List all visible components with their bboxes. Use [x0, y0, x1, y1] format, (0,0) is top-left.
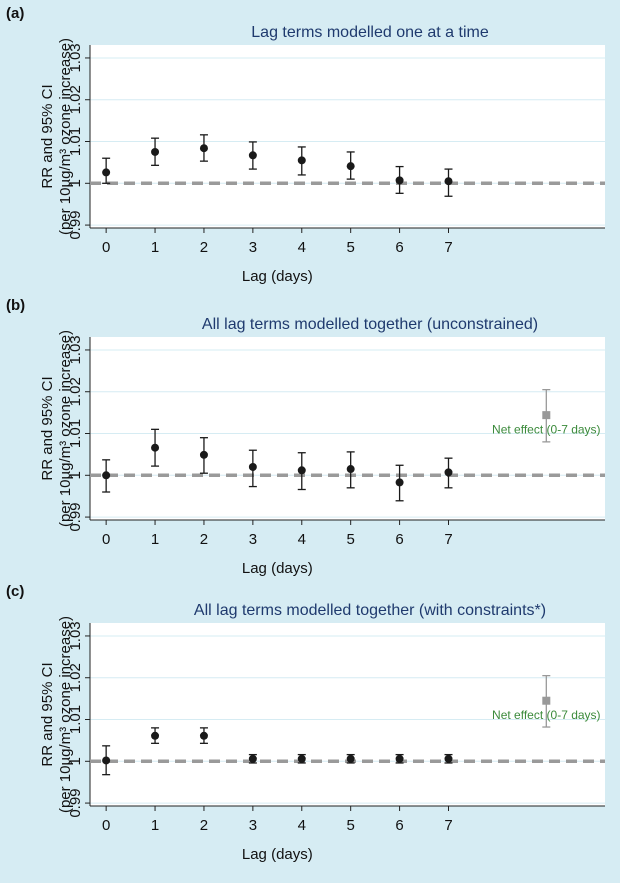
x-tick-label: 5: [347, 239, 355, 256]
point: [346, 754, 355, 763]
point: [102, 756, 111, 765]
point: [395, 176, 404, 185]
net-effect-point: [542, 411, 551, 420]
x-tick-label: 4: [298, 817, 306, 834]
point: [248, 754, 257, 763]
x-tick-label: 6: [395, 531, 403, 548]
y-axis-title: (per 10µg/m³ ozone increase): [57, 330, 74, 527]
x-tick-label: 3: [249, 531, 257, 548]
point: [151, 731, 160, 740]
net-effect-point: [542, 696, 551, 705]
x-tick-label: 5: [347, 817, 355, 834]
point: [248, 462, 257, 471]
net-effect-label: Net effect (0-7 days): [492, 422, 601, 436]
x-axis-title: Lag (days): [242, 268, 313, 285]
y-axis-title: (per 10µg/m³ ozone increase): [57, 38, 74, 235]
chart-title: All lag terms modelled together (unconst…: [202, 316, 538, 333]
point: [151, 147, 160, 156]
y-axis-title: RR and 95% CI: [39, 376, 56, 480]
x-tick-label: 4: [298, 239, 306, 256]
y-tick-label: 0.99: [67, 210, 84, 239]
point: [297, 156, 306, 165]
x-tick-label: 2: [200, 817, 208, 834]
x-tick-label: 7: [444, 531, 452, 548]
x-tick-label: 2: [200, 239, 208, 256]
x-tick-label: 7: [444, 239, 452, 256]
y-axis-title: RR and 95% CI: [39, 84, 56, 188]
point: [199, 144, 208, 153]
y-tick-label: 1.03: [67, 621, 84, 650]
y-tick-label: 1.02: [67, 377, 84, 406]
point: [395, 478, 404, 487]
point: [444, 468, 453, 477]
x-tick-label: 7: [444, 817, 452, 834]
net-effect-label: Net effect (0-7 days): [492, 708, 601, 722]
point: [102, 168, 111, 177]
point: [199, 731, 208, 740]
point: [297, 754, 306, 763]
x-tick-label: 0: [102, 239, 110, 256]
y-tick-label: 1: [67, 471, 84, 479]
x-tick-label: 6: [395, 817, 403, 834]
y-tick-label: 1: [67, 179, 84, 187]
panel-label: (b): [6, 297, 25, 314]
point: [444, 177, 453, 186]
panel-label: (a): [6, 5, 24, 22]
y-tick-label: 1.01: [67, 127, 84, 156]
panel-label: (c): [6, 583, 24, 600]
y-axis-title: (per 10µg/m³ ozone increase): [57, 616, 74, 813]
chart-title: Lag terms modelled one at a time: [251, 24, 489, 41]
plot-area: [90, 45, 605, 228]
y-tick-label: 0.99: [67, 502, 84, 531]
x-tick-label: 0: [102, 531, 110, 548]
y-tick-label: 1: [67, 757, 84, 765]
plot-area: [90, 623, 605, 806]
point: [444, 754, 453, 763]
point: [199, 450, 208, 459]
plot-area: [90, 337, 605, 520]
y-tick-label: 1.01: [67, 419, 84, 448]
x-tick-label: 1: [151, 531, 159, 548]
y-tick-label: 0.99: [67, 788, 84, 817]
x-tick-label: 3: [249, 239, 257, 256]
chart-title: All lag terms modelled together (with co…: [194, 602, 546, 619]
point: [151, 443, 160, 452]
y-tick-label: 1.02: [67, 663, 84, 692]
y-tick-label: 1.03: [67, 43, 84, 72]
point: [248, 151, 257, 160]
x-axis-title: Lag (days): [242, 846, 313, 863]
x-axis-title: Lag (days): [242, 560, 313, 577]
point: [346, 465, 355, 474]
x-tick-label: 0: [102, 817, 110, 834]
y-tick-label: 1.03: [67, 335, 84, 364]
x-tick-label: 1: [151, 817, 159, 834]
point: [102, 471, 111, 480]
x-tick-label: 1: [151, 239, 159, 256]
point: [346, 162, 355, 171]
point: [395, 754, 404, 763]
point: [297, 466, 306, 475]
x-tick-label: 3: [249, 817, 257, 834]
y-tick-label: 1.02: [67, 85, 84, 114]
y-axis-title: RR and 95% CI: [39, 662, 56, 766]
y-tick-label: 1.01: [67, 705, 84, 734]
x-tick-label: 4: [298, 531, 306, 548]
x-tick-label: 6: [395, 239, 403, 256]
x-tick-label: 2: [200, 531, 208, 548]
x-tick-label: 5: [347, 531, 355, 548]
